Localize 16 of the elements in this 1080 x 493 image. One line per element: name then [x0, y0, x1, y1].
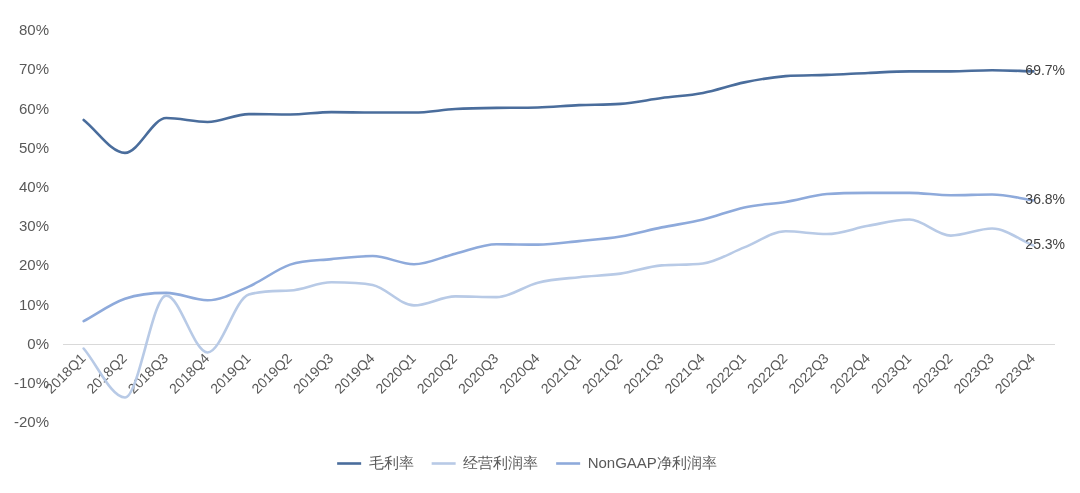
y-tick-label: 20%	[18, 256, 50, 274]
y-tick-label: 60%	[18, 99, 50, 117]
y-tick-label: 80%	[18, 21, 50, 39]
y-tick-label: 40%	[18, 177, 50, 195]
data-label: 25.3%	[1025, 236, 1066, 253]
data-label: 69.7%	[1025, 62, 1066, 79]
y-tick-label: -20%	[13, 413, 50, 431]
y-tick-label: 70%	[18, 60, 50, 78]
data-label: 36.8%	[1025, 191, 1066, 208]
y-tick-label: 0%	[27, 334, 50, 352]
y-tick-label: 10%	[18, 295, 50, 313]
legend-label: 经营利润率	[463, 453, 539, 471]
legend-label: 毛利率	[368, 453, 414, 471]
y-tick-label: 50%	[18, 138, 50, 156]
legend-label: NonGAAP净利润率	[587, 453, 717, 471]
y-tick-label: 30%	[18, 217, 50, 235]
